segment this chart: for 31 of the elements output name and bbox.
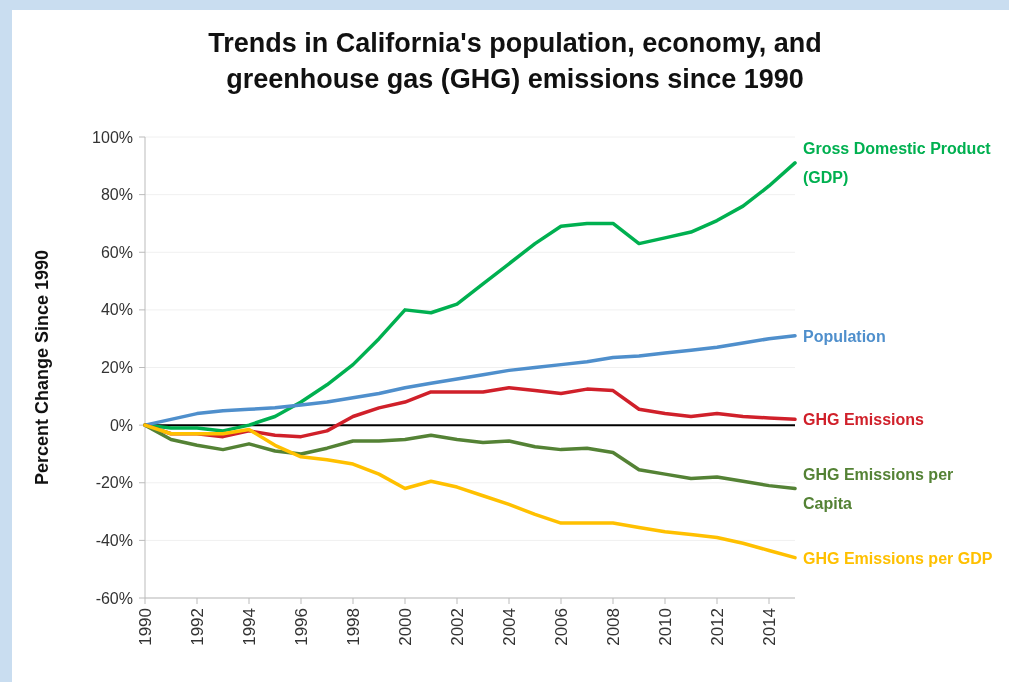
- series-label: GHG Emissions per GDP: [803, 549, 993, 567]
- series-label: GHG Emissions per Capita: [803, 466, 954, 513]
- y-tick-label: 0%: [109, 416, 133, 434]
- x-tick-label: 1996: [291, 608, 311, 646]
- series-label: Gross Domestic Product (GDP): [803, 140, 992, 187]
- x-tick-label: 1990: [135, 608, 155, 646]
- y-tick-label: 60%: [100, 243, 133, 261]
- y-tick-label: -40%: [95, 531, 133, 549]
- x-tick-label: 2014: [759, 608, 779, 646]
- x-tick-label: 1994: [239, 608, 259, 646]
- y-tick-label: 40%: [100, 301, 133, 319]
- y-tick-label: 100%: [92, 128, 133, 146]
- series-label: Population: [803, 327, 886, 345]
- series-label: GHG Emissions: [803, 411, 925, 429]
- x-tick-label: 2004: [499, 608, 519, 646]
- x-tick-label: 2012: [707, 608, 727, 646]
- x-tick-label: 2008: [603, 608, 623, 646]
- chart-title: Trends in California's population, economy, and greenhouse gas (GHG) emissions since 1990: [208, 28, 822, 94]
- line-series: [143, 423, 797, 560]
- x-tick-label: 1998: [343, 608, 363, 646]
- x-tick-label: 1992: [187, 608, 207, 646]
- x-tick-label: 2002: [447, 608, 467, 646]
- x-tick-label: 2010: [655, 608, 675, 646]
- x-tick-label: 2006: [551, 608, 571, 646]
- line-series: [143, 334, 797, 427]
- y-tick-label: -60%: [95, 589, 133, 607]
- y-tick-label: -20%: [95, 474, 133, 492]
- y-tick-label: 20%: [100, 359, 133, 377]
- y-axis-title: Percent Change Since 1990: [32, 249, 52, 486]
- y-tick-label: 80%: [100, 186, 133, 204]
- x-tick-label: 2000: [395, 608, 415, 646]
